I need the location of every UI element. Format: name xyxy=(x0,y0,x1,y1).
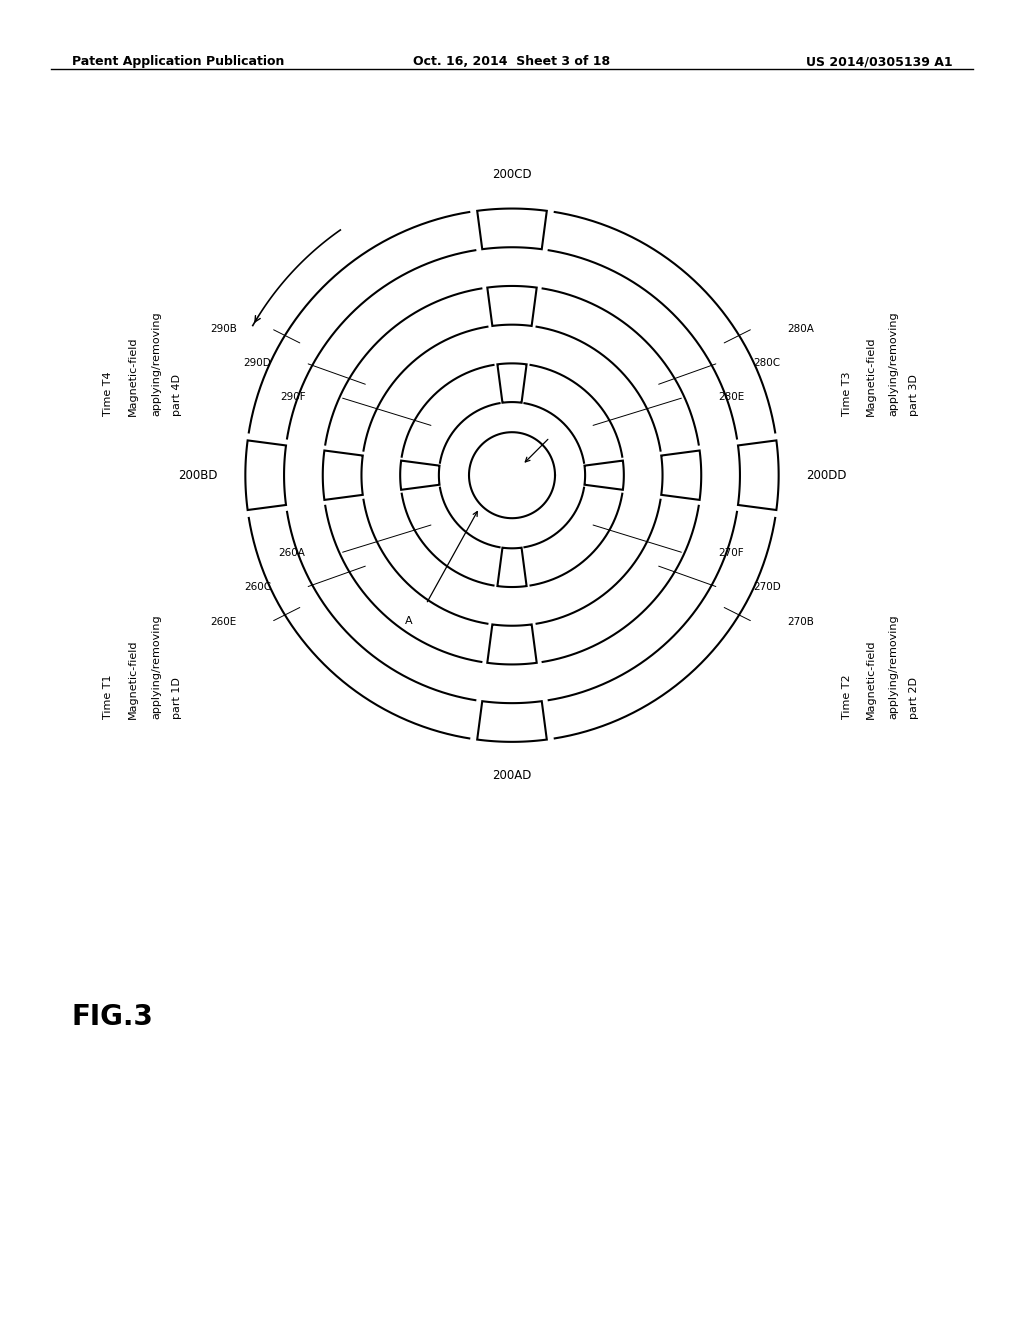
Text: 200AD: 200AD xyxy=(493,770,531,783)
Text: Time T1: Time T1 xyxy=(102,675,113,719)
Text: 270B: 270B xyxy=(787,616,814,627)
Polygon shape xyxy=(585,461,624,490)
Text: Time T2: Time T2 xyxy=(842,675,852,719)
Polygon shape xyxy=(323,450,362,500)
Text: applying/removing: applying/removing xyxy=(888,312,898,416)
Text: 260A: 260A xyxy=(279,548,305,558)
Text: 290B: 290B xyxy=(210,323,237,334)
Polygon shape xyxy=(487,286,537,326)
Text: Magnetic-field: Magnetic-field xyxy=(865,640,876,719)
Text: applying/removing: applying/removing xyxy=(888,615,898,719)
Polygon shape xyxy=(477,209,547,249)
Text: Patent Application Publication: Patent Application Publication xyxy=(72,55,284,69)
Text: applying/removing: applying/removing xyxy=(152,312,162,416)
Text: Oct. 16, 2014  Sheet 3 of 18: Oct. 16, 2014 Sheet 3 of 18 xyxy=(414,55,610,69)
Text: part 2D: part 2D xyxy=(909,677,920,719)
Polygon shape xyxy=(498,363,526,403)
Text: 290F: 290F xyxy=(280,392,305,403)
Text: part 3D: part 3D xyxy=(909,374,920,416)
Text: 200DD: 200DD xyxy=(806,469,847,482)
Text: 200CD: 200CD xyxy=(493,168,531,181)
Text: A: A xyxy=(404,616,413,627)
Text: 200BD: 200BD xyxy=(178,469,218,482)
Text: 260C: 260C xyxy=(244,582,271,593)
Polygon shape xyxy=(477,701,547,742)
Polygon shape xyxy=(487,624,537,664)
Text: applying/removing: applying/removing xyxy=(152,615,162,719)
Text: 260E: 260E xyxy=(211,616,237,627)
Text: Magnetic-field: Magnetic-field xyxy=(128,640,138,719)
Text: US 2014/0305139 A1: US 2014/0305139 A1 xyxy=(806,55,952,69)
Text: FIG.3: FIG.3 xyxy=(72,1003,154,1031)
Text: part 1D: part 1D xyxy=(172,677,182,719)
Text: part 4D: part 4D xyxy=(172,374,182,416)
Text: 270F: 270F xyxy=(719,548,744,558)
Text: 290D: 290D xyxy=(244,358,271,368)
Text: 280A: 280A xyxy=(787,323,814,334)
Text: 280C: 280C xyxy=(753,358,780,368)
Polygon shape xyxy=(246,441,286,510)
Polygon shape xyxy=(498,548,526,587)
Text: Time T4: Time T4 xyxy=(102,371,113,416)
Polygon shape xyxy=(662,450,701,500)
Text: Time T3: Time T3 xyxy=(842,371,852,416)
Text: 270D: 270D xyxy=(753,582,780,593)
Text: Magnetic-field: Magnetic-field xyxy=(865,337,876,416)
Text: 280E: 280E xyxy=(719,392,744,403)
Polygon shape xyxy=(738,441,778,510)
Text: Magnetic-field: Magnetic-field xyxy=(128,337,138,416)
Polygon shape xyxy=(400,461,439,490)
